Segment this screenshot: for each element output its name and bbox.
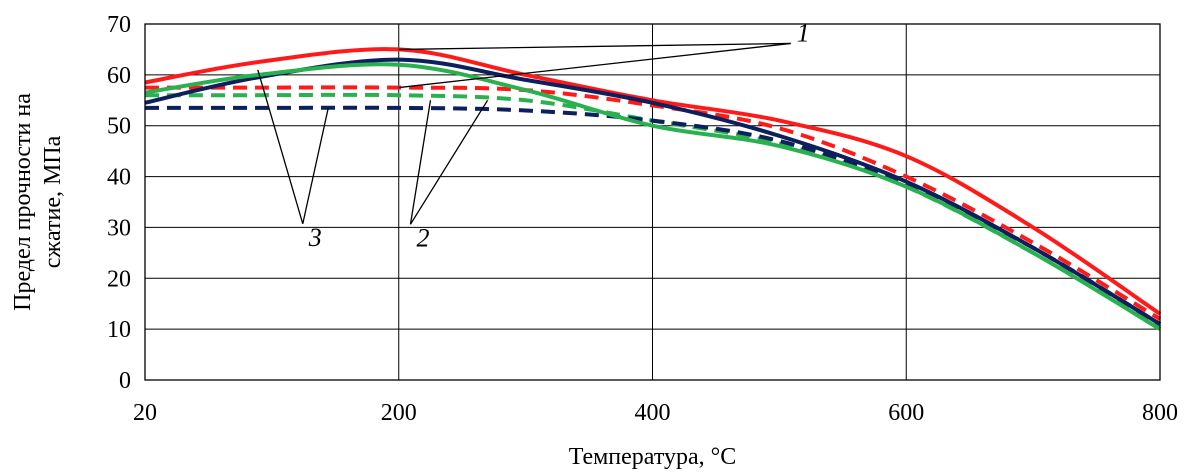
y-tick-label: 10 [107, 317, 131, 343]
x-tick-label: 600 [888, 400, 924, 426]
annotation-3-leader [302, 107, 329, 224]
annotation-1-leader [398, 42, 791, 89]
gridlines [144, 23, 1161, 381]
y-axis-title-line-2: сжатие, МПа [40, 135, 66, 268]
y-tick-label: 50 [107, 114, 131, 140]
y-tick-label: 70 [107, 12, 131, 38]
series-1-red-solid-line [144, 47, 1162, 316]
y-tick-label: 20 [107, 266, 131, 292]
annotation-3-label: 3 [308, 223, 322, 252]
series-lines [144, 47, 1162, 331]
series-1-green-solid-line [144, 62, 1162, 331]
plot-frame [144, 23, 1161, 381]
y-tick-label: 0 [119, 368, 131, 394]
x-axis-title: Температура, °C [569, 444, 737, 470]
tick-labels: 0 10 20 30 40 50 60 70 20 200 400 600 800 [107, 12, 1178, 426]
annotation-2-label: 2 [416, 223, 429, 252]
annotation-3-leader [257, 69, 304, 224]
y-tick-label: 40 [107, 165, 131, 191]
x-tick-label: 800 [1142, 400, 1178, 426]
annotation-1-leader [398, 42, 791, 51]
annotation-2-leader [409, 100, 432, 225]
axis-titles: Температура, °C Предел прочности на сжатие… [10, 93, 736, 470]
y-axis-title-line-1: Предел прочности на [10, 93, 36, 311]
x-tick-label: 20 [133, 400, 157, 426]
annotation-leaders: 1 2 3 [257, 18, 810, 252]
annotation-2-leader [409, 99, 489, 225]
y-tick-label: 30 [107, 215, 131, 241]
series-2-red-dashed-line [145, 85, 1162, 321]
y-tick-label: 60 [107, 63, 131, 89]
x-tick-label: 400 [635, 400, 671, 426]
x-tick-label: 200 [381, 400, 417, 426]
y-axis-title: Предел прочности на сжатие, МПа [10, 93, 66, 311]
annotation-1-label: 1 [797, 18, 810, 47]
